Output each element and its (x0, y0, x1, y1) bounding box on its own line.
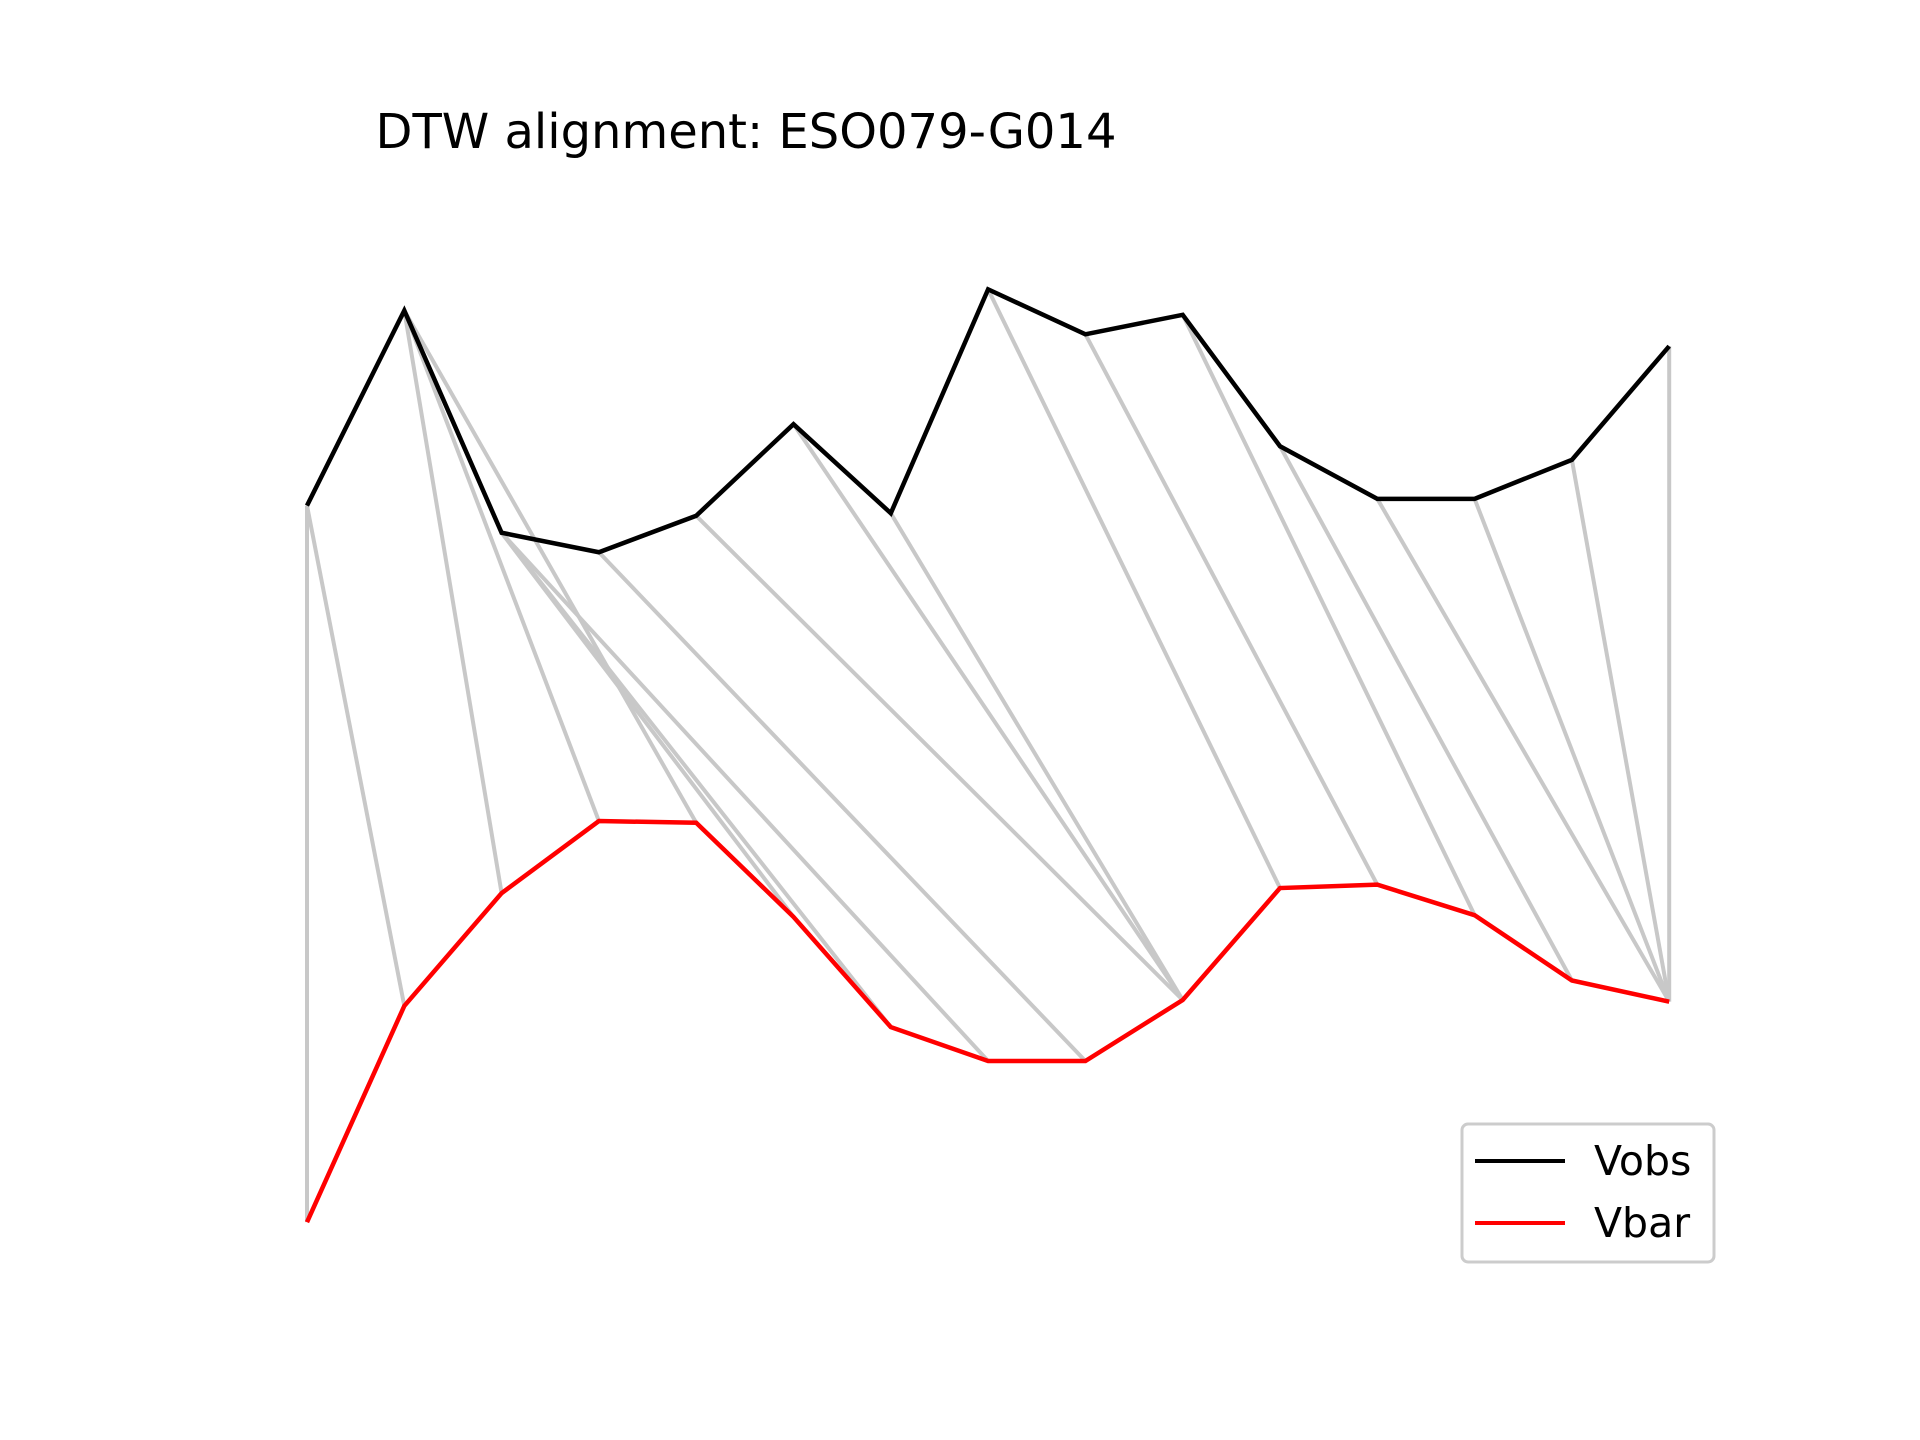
alignment-lines (305, 288, 1672, 1223)
alignment-line-10 (791, 423, 1185, 1002)
series-lines (304, 286, 1671, 1224)
alignment-line-12 (986, 288, 1282, 889)
alignment-line-8 (597, 550, 1087, 1063)
chart-title: DTW alignment: ESO079-G014 (375, 104, 1116, 160)
alignment-line-18 (1569, 459, 1672, 1003)
legend-frame (1460, 1122, 1716, 1264)
alignment-line-16 (1375, 497, 1671, 1003)
legend: Vobs Vbar (1460, 1122, 1716, 1264)
alignment-line-3 (402, 309, 601, 822)
series-line-vbar (304, 818, 1670, 1224)
legend-label-vobs: Vobs (1594, 1137, 1691, 1185)
alignment-line-15 (1278, 445, 1574, 982)
alignment-line-11 (889, 512, 1185, 1002)
legend-label-vbar: Vbar (1594, 1199, 1690, 1247)
alignment-line-1 (305, 505, 407, 1007)
alignment-line-14 (1180, 313, 1477, 917)
alignment-line-6 (500, 531, 893, 1029)
alignment-line-4 (402, 309, 698, 824)
alignment-line-7 (500, 531, 990, 1063)
alignment-line-13 (1083, 333, 1380, 886)
series-line-vobs (304, 286, 1671, 555)
alignment-line-9 (694, 514, 1185, 1002)
alignment-line-2 (402, 310, 504, 894)
alignment-line-17 (1472, 498, 1672, 1003)
